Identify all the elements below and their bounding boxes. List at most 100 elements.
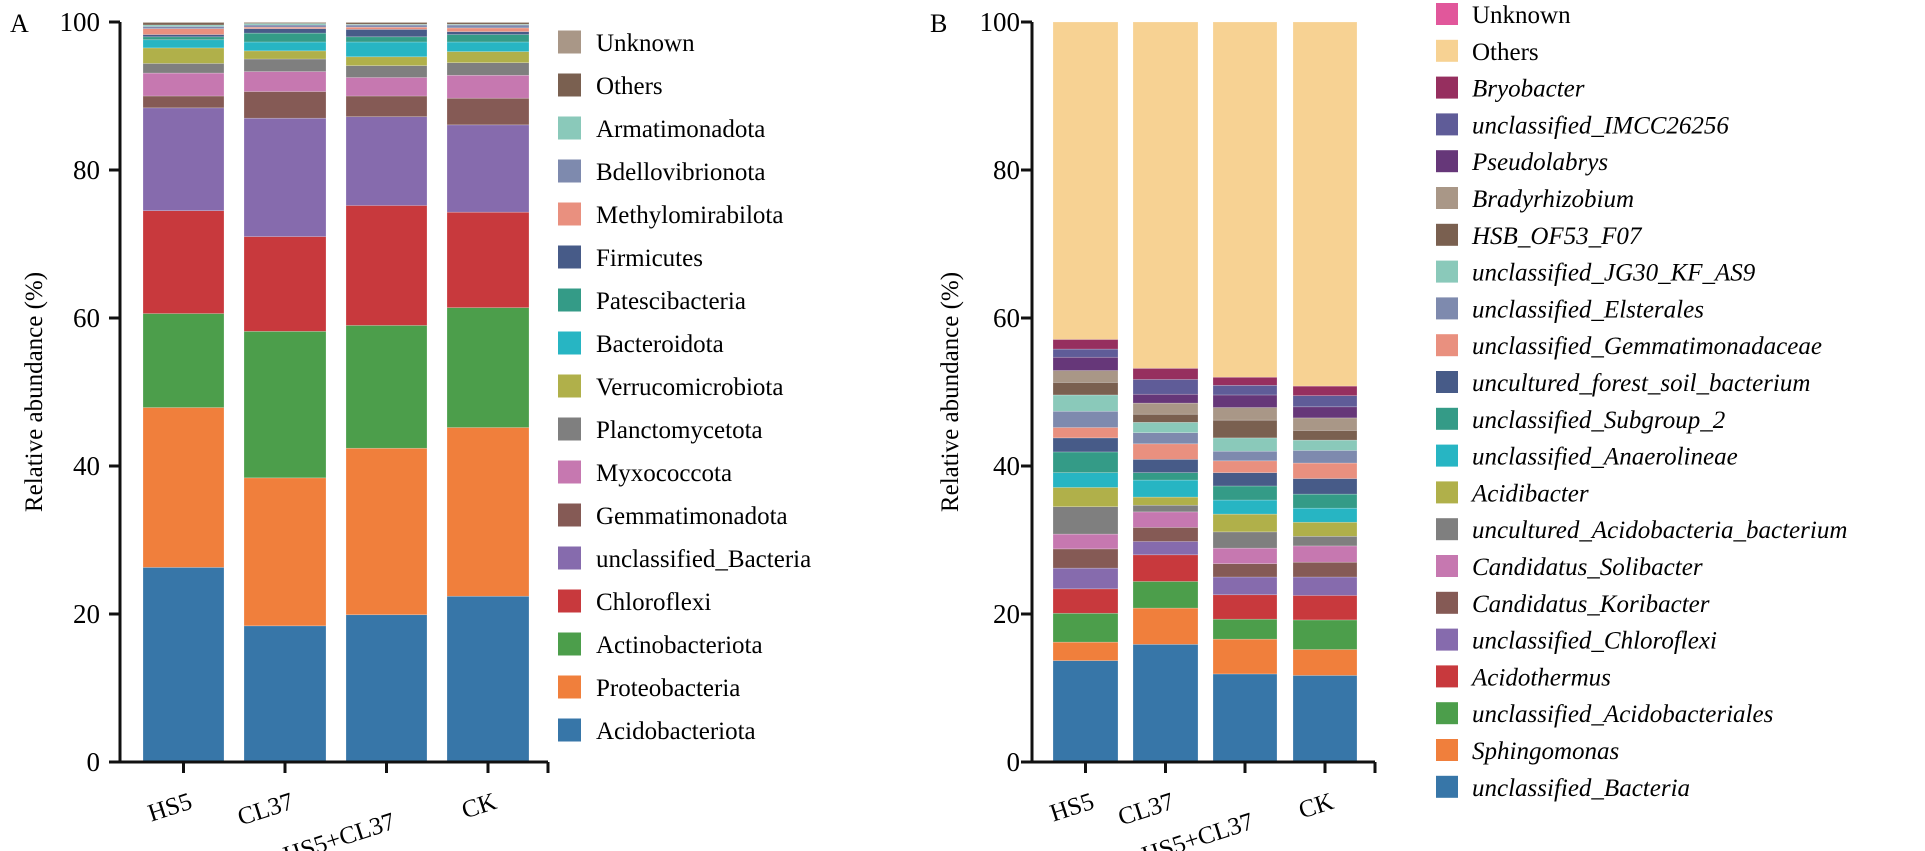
panel-a-legend-swatch-actinobacteriota bbox=[558, 632, 581, 656]
panel-b-legend-item-unclassified-subgroup-2: unclassified_Subgroup_2 bbox=[1436, 407, 1725, 434]
panel-a-legend-label-chloroflexi: Chloroflexi bbox=[596, 589, 711, 616]
panel-a-legend-item-others: Others bbox=[558, 73, 663, 100]
panel-a-legend-label-bacteroidota: Bacteroidota bbox=[596, 331, 724, 358]
panel-b-bar-segment-hs5-cl37-unclassified-chloroflexi bbox=[1212, 576, 1278, 596]
panel-a-bar-segment-hs5-actinobacteriota bbox=[142, 313, 225, 408]
panel-b-bar-segment-ck-bryobacter bbox=[1292, 385, 1358, 396]
panel-b-y-tick-label: 0 bbox=[1007, 747, 1021, 777]
panel-a-legend-item-acidobacteriota: Acidobacteriota bbox=[558, 718, 756, 745]
panel-b-bar-segment-hs5-bradyrhizobium bbox=[1052, 370, 1119, 383]
panel-b-bar-segment-hs5-cl37-sphingomonas bbox=[1212, 638, 1278, 675]
panel-b-legend-swatch-unclassified-elsterales bbox=[1436, 297, 1458, 320]
panel-a-bar-segment-hs5-verrucomicrobiota bbox=[142, 47, 225, 64]
panel-b-bar-segment-hs5-unclassified-elsterales bbox=[1052, 410, 1119, 428]
panel-b-bar-segment-hs5-cl37-pseudolabrys bbox=[1212, 394, 1278, 408]
panel-b-bar-segment-cl37-others bbox=[1132, 21, 1199, 369]
panel-b-legend-item-pseudolabrys: Pseudolabrys bbox=[1436, 149, 1608, 176]
panel-b-bar-segment-hs5-unclassified-anaerolineae bbox=[1052, 472, 1119, 488]
panel-a-legend-item-verrucomicrobiota: Verrucomicrobiota bbox=[558, 374, 783, 401]
panel-b-bar-segment-ck-unclassified-subgroup-2 bbox=[1292, 493, 1358, 509]
panel-a-bar-segment-hs5-cl37-actinobacteriota bbox=[345, 325, 428, 449]
panel-a-bar-segment-hs5-cl37-unclassified-bacteria bbox=[345, 116, 428, 206]
panel-b-bar-segment-ck-unclassified-acidobacteriales bbox=[1292, 619, 1358, 650]
panel-a-bar-segment-hs5-proteobacteria bbox=[142, 407, 225, 568]
panel-b-bar-segment-ck-hsb-of53-f07 bbox=[1292, 430, 1358, 441]
panel-a-bar-segment-cl37-proteobacteria bbox=[243, 477, 327, 627]
panel-b-legend-swatch-candidatus-koribacter bbox=[1436, 591, 1458, 614]
panel-b-legend-swatch-pseudolabrys bbox=[1436, 150, 1458, 173]
panel-b: B 0 20 40 60 80 100 Relative abundance (%) HS… bbox=[930, 2, 1847, 851]
panel-a-bar-segment-hs5-unclassified-bacteria bbox=[142, 107, 225, 211]
panel-b-legend-item-hsb-of53-f07: HSB_OF53_F07 bbox=[1436, 223, 1643, 250]
panel-b-bar-segment-ck-candidatus-solibacter bbox=[1292, 545, 1358, 563]
panel-b-legend-swatch-unclassified-jg30-kf-as9 bbox=[1436, 260, 1458, 283]
panel-a-legend-label-others: Others bbox=[596, 73, 663, 100]
panel-a-bar-segment-ck-myxococcota bbox=[446, 74, 530, 99]
panel-label-b: B bbox=[930, 9, 947, 38]
panel-b-bar-segment-cl37-unclassified-jg30-kf-as9 bbox=[1132, 422, 1199, 433]
panel-a-bar-segment-ck-unclassified-bacteria bbox=[446, 124, 530, 213]
panel-b-legend-swatch-bradyrhizobium bbox=[1436, 187, 1458, 209]
panel-a-legend-swatch-proteobacteria bbox=[558, 675, 581, 699]
panel-a-legend-swatch-firmicutes bbox=[558, 245, 581, 269]
panel-a-bar-segment-hs5-methylomirabilota bbox=[142, 28, 225, 35]
panel-b-bar-segment-cl37-unclassified-chloroflexi bbox=[1132, 541, 1199, 556]
panel-b-y-tick-label: 80 bbox=[993, 155, 1020, 185]
panel-a-legend-swatch-chloroflexi bbox=[558, 589, 581, 613]
panel-a-legend-item-firmicutes: Firmicutes bbox=[558, 245, 703, 272]
panel-b-bar-segment-ck-unclassified-elsterales bbox=[1292, 450, 1358, 464]
panel-b-bar-segment-ck-unclassified-chloroflexi bbox=[1292, 576, 1358, 596]
panel-a: A 0 20 40 60 80 100 Relative abundance (%) HS… bbox=[10, 7, 811, 851]
panel-a-axes: 0 20 40 60 80 100 bbox=[60, 7, 550, 777]
panel-a-legend-item-patescibacteria: Patescibacteria bbox=[558, 288, 746, 315]
panel-a-legend-item-unknown: Unknown bbox=[558, 30, 695, 57]
panel-b-legend-label-candidatus-solibacter: Candidatus_Solibacter bbox=[1472, 554, 1703, 581]
panel-b-bar-segment-hs5-unclassified-chloroflexi bbox=[1052, 567, 1119, 590]
panel-b-bar-segment-cl37-unclassified-imcc26256 bbox=[1132, 379, 1199, 395]
panel-a-bar-segment-hs5-cl37-myxococcota bbox=[345, 77, 428, 97]
panel-b-legend-item-sphingomonas: Sphingomonas bbox=[1436, 738, 1619, 765]
panel-b-bar-segment-ck-unclassified-anaerolineae bbox=[1292, 507, 1358, 523]
panel-b-bar-segment-cl37-unclassified-gemmatimonadaceae bbox=[1132, 443, 1199, 460]
panel-b-bar-segment-ck-acidibacter bbox=[1292, 521, 1358, 537]
panel-a-bar-segment-cl37-verrucomicrobiota bbox=[243, 50, 327, 60]
panel-b-bar-segment-hs5-unclassified-jg30-kf-as9 bbox=[1052, 394, 1119, 412]
panel-b-bar-segment-hs5-candidatus-koribacter bbox=[1052, 548, 1119, 569]
panel-b-bar-segment-hs5-cl37-unclassified-elsterales bbox=[1212, 450, 1278, 462]
panel-b-bar-segment-hs5-others bbox=[1052, 21, 1119, 340]
panel-a-legend-swatch-others bbox=[558, 73, 581, 97]
panel-b-bar-segment-cl37-bryobacter bbox=[1132, 368, 1199, 380]
panel-b-legend-swatch-bryobacter bbox=[1436, 76, 1458, 99]
panel-b-bar-segment-ck-pseudolabrys bbox=[1292, 406, 1358, 419]
panel-a-legend-item-bacteroidota: Bacteroidota bbox=[558, 331, 724, 358]
panel-b-bar-segment-hs5-cl37-unclassified-acidobacteriales bbox=[1212, 618, 1278, 640]
panel-b-bar-segment-cl37-uncultured-forest-soil-bacterium bbox=[1132, 459, 1199, 473]
panel-b-bar-segment-hs5-unclassified-gemmatimonadaceae bbox=[1052, 427, 1119, 439]
panel-b-bar-segment-ck-uncultured-acidobacteria-bacterium bbox=[1292, 535, 1358, 547]
panel-b-bar-segment-hs5-cl37-acidothermus bbox=[1212, 594, 1278, 620]
panel-b-bar-segment-cl37-bradyrhizobium bbox=[1132, 402, 1199, 415]
panel-b-legend-label-unclassified-bacteria: unclassified_Bacteria bbox=[1472, 775, 1690, 802]
panel-b-axes: 0 20 40 60 80 100 bbox=[980, 7, 1377, 777]
panel-b-bar-segment-cl37-unclassified-anaerolineae bbox=[1132, 479, 1199, 498]
panel-b-y-tick-label: 60 bbox=[993, 303, 1020, 333]
panel-b-y-tick-label: 20 bbox=[993, 599, 1020, 629]
panel-b-bar-segment-hs5-uncultured-forest-soil-bacterium bbox=[1052, 437, 1119, 453]
panel-b-bar-segment-cl37-candidatus-solibacter bbox=[1132, 511, 1199, 528]
panel-a-y-tick-label: 100 bbox=[60, 7, 101, 37]
panel-b-bar-segment-hs5-cl37-unclassified-subgroup-2 bbox=[1212, 485, 1278, 501]
panel-a-bar-segment-ck-patescibacteria bbox=[446, 34, 530, 43]
panel-a-legend-item-proteobacteria: Proteobacteria bbox=[558, 675, 740, 702]
panel-a-bars bbox=[142, 21, 530, 763]
panel-b-legend-label-unknown: Unknown bbox=[1472, 2, 1571, 29]
panel-a-legend-label-bdellovibrionota: Bdellovibrionota bbox=[596, 159, 765, 186]
panel-b-bar-segment-cl37-candidatus-koribacter bbox=[1132, 527, 1199, 542]
panel-a-bar-segment-ck-actinobacteriota bbox=[446, 307, 530, 428]
panel-a-bar-segment-ck-methylomirabilota bbox=[446, 27, 530, 32]
panel-b-bar-segment-hs5-unclassified-subgroup-2 bbox=[1052, 451, 1119, 473]
panel-a-bar-segment-ck-acidobacteriota bbox=[446, 595, 530, 763]
panel-a-y-tick-label: 20 bbox=[73, 599, 100, 629]
panel-b-legend-label-candidatus-koribacter: Candidatus_Koribacter bbox=[1472, 591, 1710, 618]
